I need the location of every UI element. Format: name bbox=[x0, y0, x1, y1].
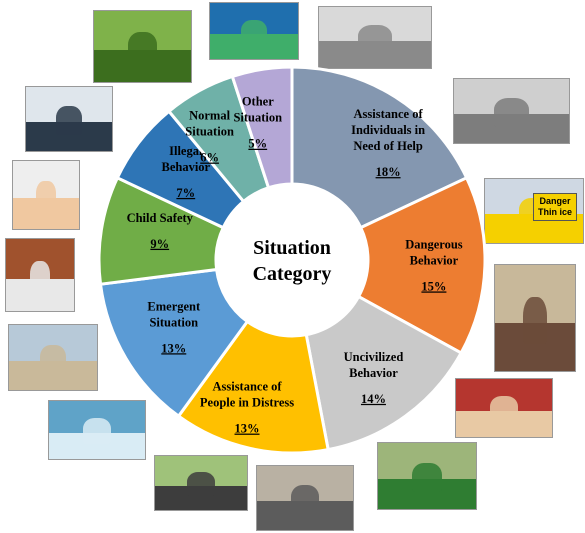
slice-label-line: Behavior bbox=[161, 160, 210, 174]
danger-sign-line: Danger bbox=[539, 196, 571, 206]
slice-label-line: Behavior bbox=[349, 366, 398, 380]
slice-4 bbox=[98, 267, 250, 419]
photo-cyclist-resting-on-grass bbox=[93, 10, 192, 83]
danger-sign: Danger Thin ice bbox=[532, 193, 577, 221]
photo-child-touching-fan bbox=[12, 160, 80, 230]
photo-audience-in-theater bbox=[455, 378, 553, 438]
slice-0 bbox=[290, 65, 469, 230]
slice-label-line: People in Distress bbox=[200, 396, 294, 410]
slice-label-line: Situation bbox=[233, 111, 282, 125]
slice-percent-label: 15% bbox=[421, 279, 446, 293]
slice-8 bbox=[230, 65, 294, 190]
slice-label-line: Child Safety bbox=[127, 211, 194, 225]
photo-pedestrian-crossing-street bbox=[318, 6, 432, 69]
slice-label-line: Individuals in bbox=[351, 123, 425, 137]
photo-shoplifting-in-store bbox=[25, 86, 113, 152]
slice-percent-label: 18% bbox=[376, 165, 401, 179]
photo-person-drowning bbox=[48, 400, 146, 460]
photo-wheelchair-user-at-stairs bbox=[453, 78, 570, 144]
slice-label-line: Other bbox=[242, 95, 274, 109]
slice-label-line: Situation bbox=[149, 315, 198, 329]
slice-label-line: Assistance of bbox=[354, 107, 424, 121]
slice-percent-label: 13% bbox=[161, 341, 186, 355]
chart-center-title: Category bbox=[253, 263, 332, 285]
slice-label-line: Illegal bbox=[169, 144, 203, 158]
slice-percent-label: 7% bbox=[176, 186, 195, 200]
slice-label-line: Situation bbox=[185, 125, 234, 139]
photo-runner-sitting-injured bbox=[154, 455, 248, 511]
slice-label-line: Assistance of bbox=[212, 380, 282, 394]
slice-percent-label: 9% bbox=[150, 237, 169, 251]
slice-label-line: Behavior bbox=[410, 253, 459, 267]
photo-sea-turtle-in-net bbox=[209, 2, 299, 60]
slice-percent-label: 14% bbox=[361, 392, 386, 406]
slice-label-line: Need of Help bbox=[353, 139, 422, 153]
slice-label-line: Emergent bbox=[147, 299, 201, 313]
slice-percent-label: 6% bbox=[200, 151, 219, 165]
slice-2 bbox=[304, 294, 464, 452]
slice-3 bbox=[176, 319, 330, 455]
slice-percent-label: 5% bbox=[248, 137, 267, 151]
photo-bottle-thrown-from-car bbox=[377, 442, 477, 510]
slice-1 bbox=[356, 175, 487, 356]
photo-injured-person-roadside bbox=[256, 465, 354, 531]
photo-overturned-car bbox=[8, 324, 98, 391]
slice-label-line: Uncivilized bbox=[344, 350, 404, 364]
chart-center-title: Situation bbox=[253, 237, 331, 259]
photo-child-in-washing-machine bbox=[5, 238, 75, 312]
slice-label-line: Normal bbox=[189, 109, 230, 123]
slice-label-line: Dangerous bbox=[405, 237, 463, 251]
photo-danger-thin-ice-sign: Danger Thin ice bbox=[484, 178, 584, 244]
danger-sign-line: Thin ice bbox=[537, 207, 572, 217]
slice-percent-label: 13% bbox=[235, 422, 260, 436]
photo-person-climbing-balcony bbox=[494, 264, 576, 372]
